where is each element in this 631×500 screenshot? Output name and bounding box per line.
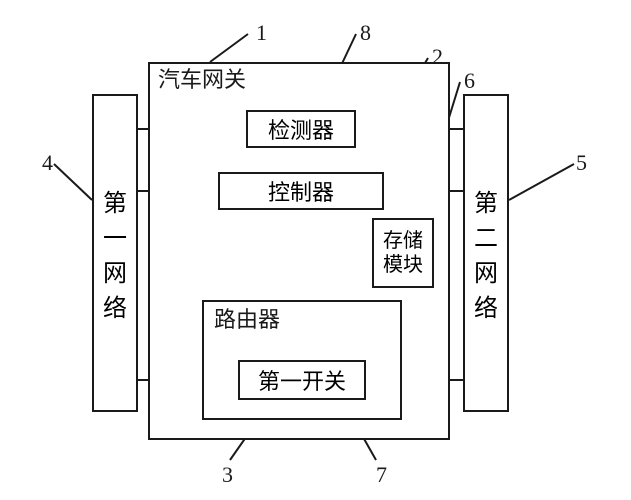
detector-label: 检测器	[248, 112, 354, 146]
storage-box: 存储模块	[372, 218, 434, 288]
network-1-box: 第一网络	[92, 94, 138, 412]
storage-label: 存储模块	[374, 220, 432, 286]
callout-8: 8	[360, 20, 371, 46]
network-2-box: 第二网络	[463, 94, 509, 412]
callout-6: 6	[464, 68, 475, 94]
network-2-label: 第二网络	[465, 96, 507, 410]
router-label: 路由器	[214, 308, 280, 331]
switch-1-label: 第一开关	[240, 362, 364, 398]
controller-label: 控制器	[220, 174, 382, 208]
switch-1-box: 第一开关	[238, 360, 366, 400]
callout-3: 3	[222, 462, 233, 488]
callout-1: 1	[256, 20, 267, 46]
network-1-label: 第一网络	[94, 96, 136, 410]
callout-7: 7	[376, 462, 387, 488]
callout-2: 2	[432, 44, 443, 70]
callout-4: 4	[42, 150, 53, 176]
gateway-label: 汽车网关	[158, 68, 246, 91]
callout-5: 5	[576, 150, 587, 176]
detector-box: 检测器	[246, 110, 356, 148]
controller-box: 控制器	[218, 172, 384, 210]
